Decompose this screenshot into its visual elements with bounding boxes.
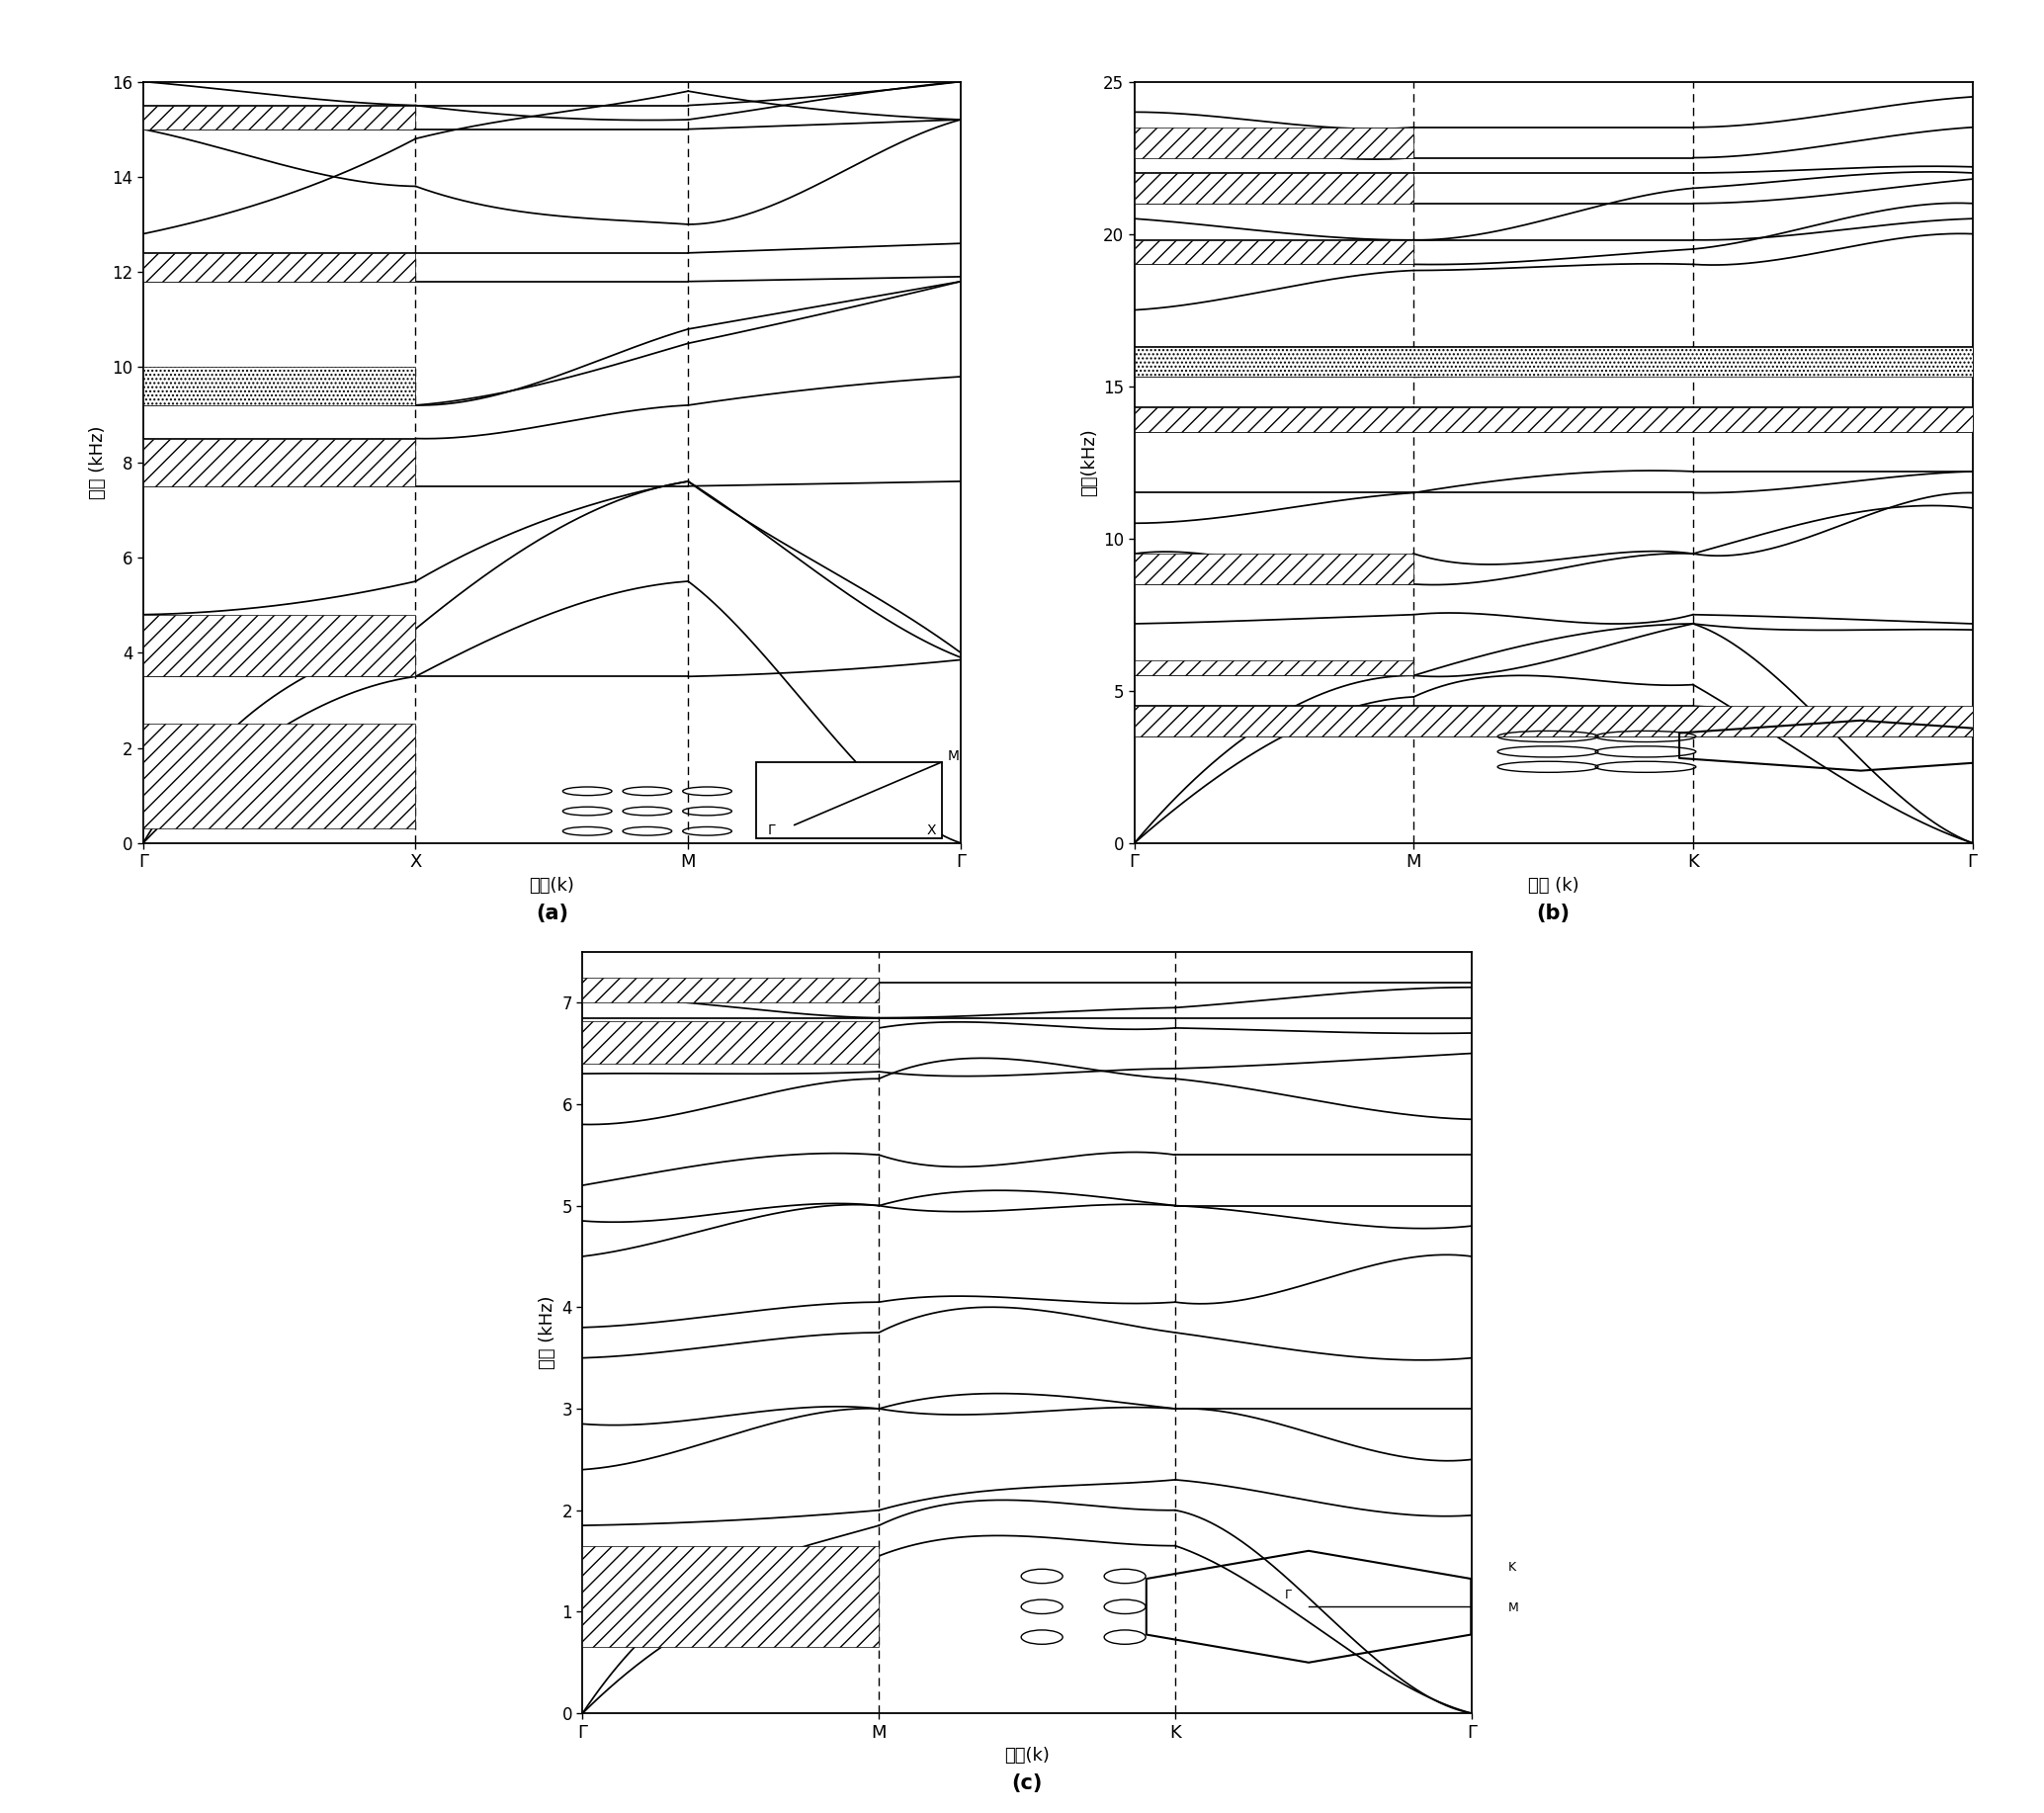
Bar — [1134, 705, 1972, 736]
Text: (b): (b) — [1537, 903, 1570, 923]
Y-axis label: 频率 (kHz): 频率 (kHz) — [88, 426, 106, 499]
Bar — [1134, 660, 1414, 676]
Bar — [1134, 127, 1414, 158]
Bar — [1134, 239, 1414, 265]
Text: (c): (c) — [1012, 1773, 1042, 1793]
Bar — [143, 723, 415, 829]
Bar — [143, 252, 415, 281]
Bar — [1134, 346, 1972, 377]
X-axis label: 波矢(k): 波矢(k) — [1004, 1748, 1051, 1764]
Text: Γ: Γ — [1286, 1588, 1292, 1601]
Bar — [143, 105, 415, 129]
X-axis label: 波矢(k): 波矢(k) — [529, 877, 574, 894]
Bar — [1134, 408, 1972, 431]
Text: Γ: Γ — [766, 823, 775, 838]
Bar — [583, 977, 879, 1003]
Y-axis label: 频率 (kHz): 频率 (kHz) — [538, 1296, 556, 1369]
Bar — [583, 1021, 879, 1064]
Bar — [1134, 553, 1414, 584]
Bar — [143, 366, 415, 404]
X-axis label: 波矢 (k): 波矢 (k) — [1529, 877, 1578, 894]
Bar — [583, 1546, 879, 1648]
Text: M: M — [1508, 1603, 1519, 1615]
Bar — [143, 615, 415, 676]
Text: (a): (a) — [536, 903, 568, 923]
Text: X: X — [926, 823, 936, 838]
Bar — [1134, 172, 1414, 203]
Text: K: K — [1508, 1561, 1517, 1574]
Y-axis label: 频率(kHz): 频率(kHz) — [1079, 428, 1098, 497]
Text: M: M — [946, 749, 959, 763]
Bar — [756, 761, 942, 838]
Bar — [143, 439, 415, 486]
